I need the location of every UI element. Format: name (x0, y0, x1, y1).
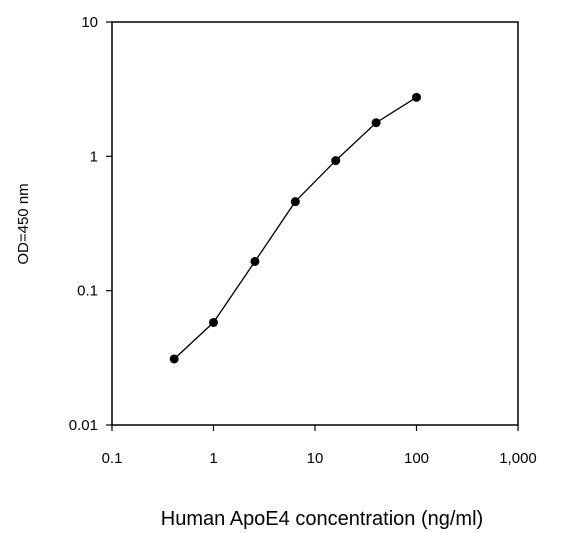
x-tick-label: 1,000 (499, 450, 537, 467)
data-point (412, 92, 421, 102)
y-tick-label: 10 (81, 14, 98, 31)
x-tick-label: 100 (404, 450, 429, 467)
y-tick-label: 0.01 (69, 417, 98, 434)
data-point (371, 118, 381, 128)
y-axis-title: OD=450 nm (15, 183, 32, 264)
data-point (250, 256, 260, 266)
y-axis: 0.01 0.1 1 10 (69, 14, 112, 434)
y-tick-label: 1 (90, 148, 98, 165)
data-point (290, 197, 300, 207)
x-tick-label: 10 (307, 450, 324, 467)
data-point (209, 317, 218, 327)
plot-frame (111, 21, 519, 426)
data-point (331, 156, 341, 166)
y-tick-label: 0.1 (77, 283, 98, 300)
data-point (169, 354, 179, 364)
x-axis-title: Human ApoE4 concentration (ng/ml) (161, 508, 483, 530)
x-tick-label: 0.1 (102, 450, 123, 467)
x-tick-label: 1 (209, 450, 217, 467)
series-layer (169, 92, 421, 364)
x-axis: 0.1 1 10 100 1,000 (102, 425, 537, 467)
